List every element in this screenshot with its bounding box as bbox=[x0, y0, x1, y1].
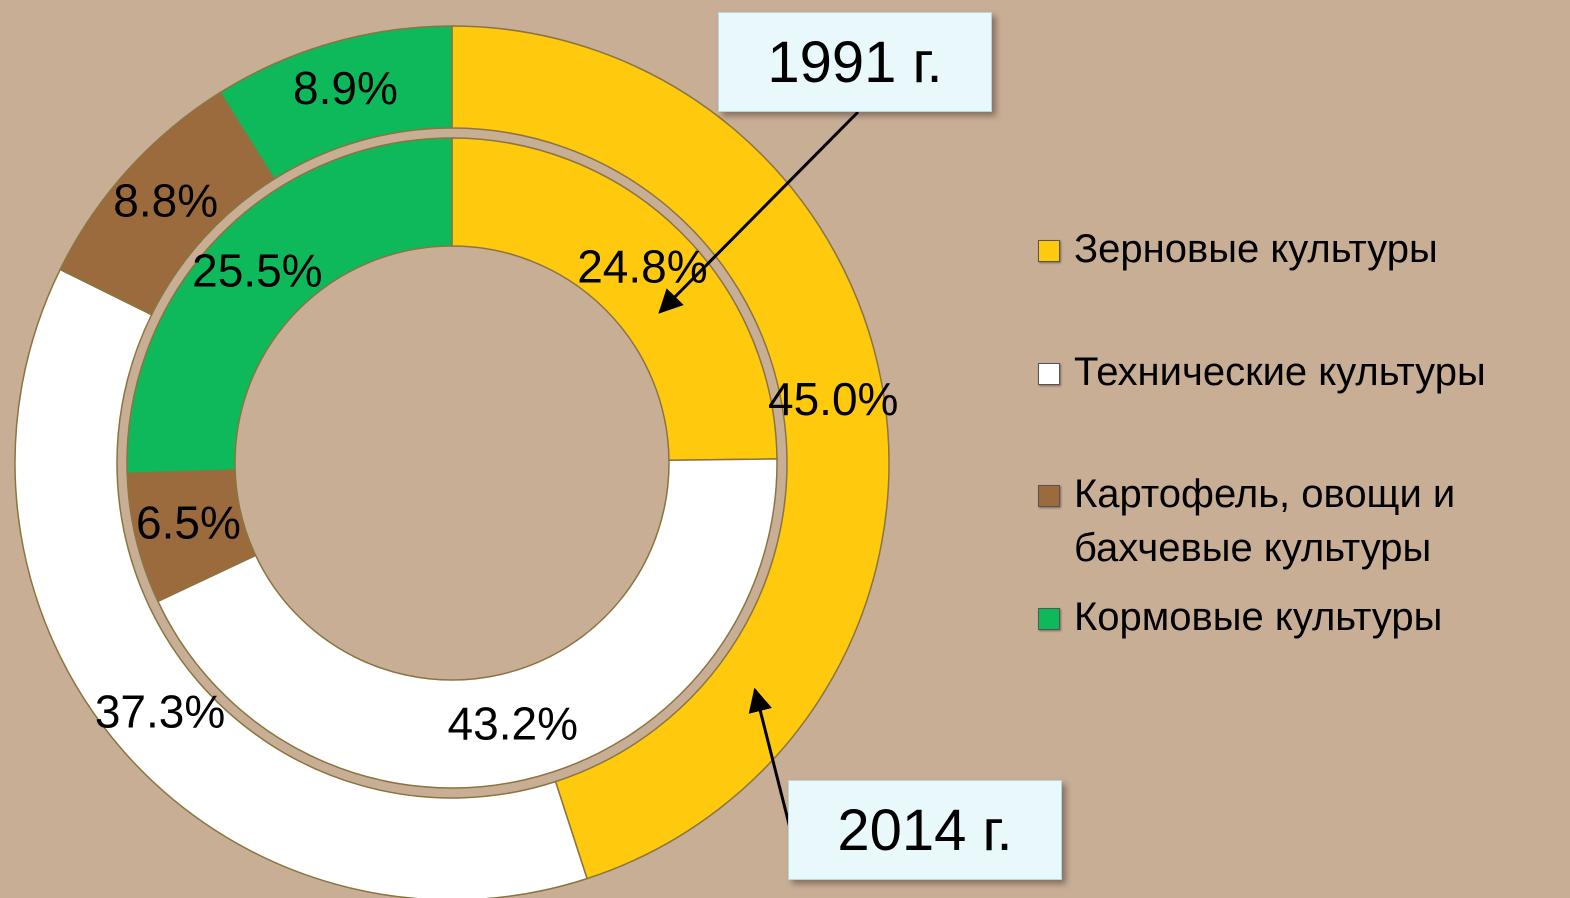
data-label: 45.0% bbox=[768, 373, 898, 425]
segment bbox=[156, 458, 778, 789]
legend-label: Зерновые культуры bbox=[1074, 227, 1438, 271]
data-label: 37.3% bbox=[95, 686, 225, 738]
legend-item: Технические культуры bbox=[1034, 345, 1544, 399]
segment bbox=[126, 137, 453, 474]
callout-2014: 2014 г. bbox=[788, 780, 1062, 880]
legend-label: Технические культуры bbox=[1074, 350, 1486, 394]
segment bbox=[451, 25, 890, 880]
data-label: 25.5% bbox=[192, 245, 322, 297]
segment bbox=[219, 25, 453, 181]
arrow-2014 bbox=[748, 687, 792, 829]
arrow-1991 bbox=[658, 110, 860, 314]
legend-item: Кормовые культуры bbox=[1034, 590, 1544, 644]
data-label: 6.5% bbox=[136, 496, 241, 548]
segment bbox=[451, 137, 778, 462]
data-label: 8.8% bbox=[113, 174, 218, 226]
legend-swatch bbox=[1038, 485, 1060, 507]
legend-label: Кормовые культуры bbox=[1074, 595, 1443, 639]
legend-item: Зерновые культуры bbox=[1034, 222, 1544, 276]
data-label: 8.9% bbox=[293, 62, 398, 114]
legend-swatch bbox=[1038, 363, 1060, 385]
legend-label: Картофель, овощи и бахчевые культуры bbox=[1074, 472, 1456, 570]
legend-swatch bbox=[1038, 240, 1060, 262]
legend-item: Картофель, овощи и бахчевые культуры bbox=[1034, 467, 1544, 575]
segment bbox=[14, 268, 588, 898]
data-label: 24.8% bbox=[577, 240, 707, 292]
callout-1991: 1991 г. bbox=[718, 12, 992, 112]
legend-swatch bbox=[1038, 608, 1060, 630]
data-label: 43.2% bbox=[448, 697, 578, 749]
